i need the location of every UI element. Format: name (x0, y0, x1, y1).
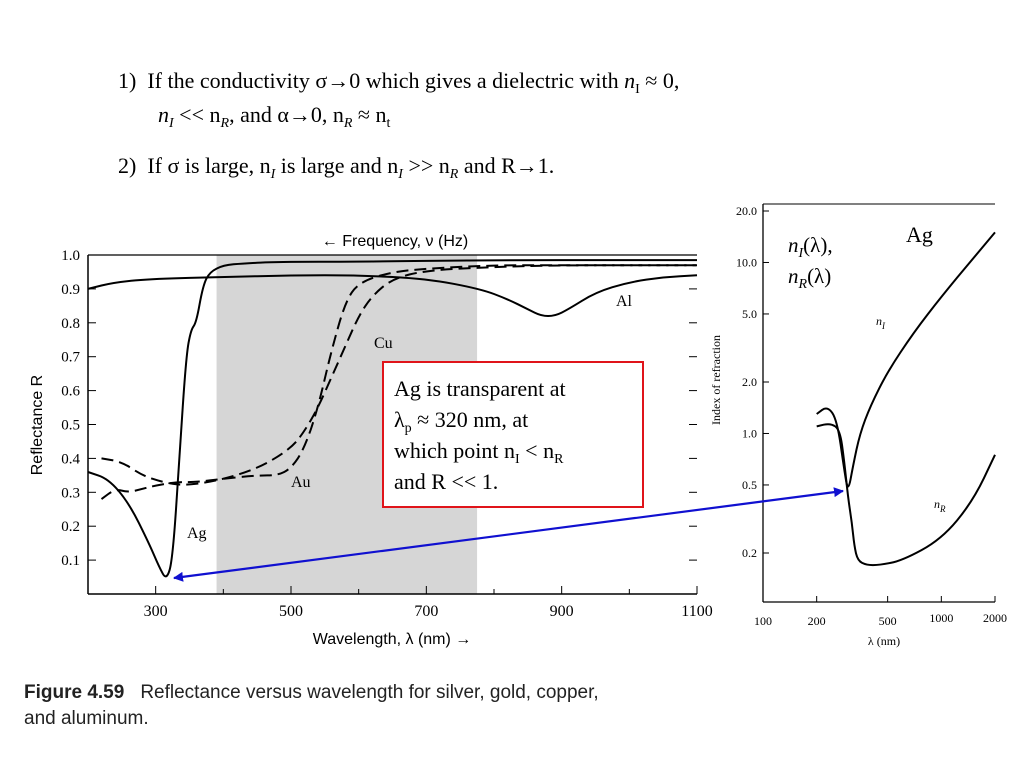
y-tick-label: 0.7 (61, 350, 80, 366)
bullet-2-text: If σ is large, n (147, 153, 271, 178)
ri-ylabel: Index of refraction (709, 335, 723, 425)
callout-lambda: λ (394, 407, 405, 432)
bullet-2-sub-c: R (449, 167, 459, 182)
y-tick-label: 0.4 (61, 451, 80, 467)
ri-annotation-ni: nI(λ), (788, 233, 833, 261)
callout-sub-i: I (515, 452, 520, 467)
ri-annotation-nr: nR(λ) (788, 264, 831, 292)
bullet-1-number: 1) (118, 68, 137, 93)
bullet-2-text2: is large and n (275, 153, 399, 178)
refraction-index-chart: 20.0 10.0 5.0 2.0 1.0 0.5 0.2 100 200 500 1000 2000… (173, 203, 1007, 648)
ri-y-tick-label: 5.0 (742, 307, 757, 321)
ri-y-tick-label: 2.0 (742, 375, 757, 389)
series-label-al: Al (616, 293, 633, 310)
bullet-1-line-2: nI << nR, and α→0, nR ≈ nt (158, 101, 391, 131)
ri-x-tick-label: 1000 (929, 611, 953, 625)
x-tick-label: 1100 (681, 603, 712, 620)
y-tick-label: 0.5 (61, 418, 80, 434)
ri-y-tick-label: 10.0 (736, 255, 757, 269)
callout-line-2: λp ≈ 320 nm, at (394, 404, 632, 436)
ri-x-tick-label: 500 (879, 614, 897, 628)
callout-line-2b: ≈ 320 nm, at (411, 407, 529, 432)
x-tick-label: 300 (144, 603, 168, 620)
y-tick-label: 0.8 (61, 316, 80, 332)
bullet-2-number: 2) (118, 153, 137, 178)
callout-sub-r: R (554, 452, 564, 467)
b1l2-c: , and α→0, n (229, 102, 344, 127)
figure-caption-text: Reflectance versus wavelength for silver… (140, 682, 599, 703)
callout-line-3a: which point n (394, 438, 515, 463)
ri-title: Ag (906, 222, 933, 247)
callout-line-1: Ag is transparent at (394, 376, 566, 401)
figure-caption-text-2: and aluminum. (24, 708, 149, 729)
series-line-cu (101, 264, 697, 486)
y-tick-label: 0.9 (61, 282, 80, 298)
b1l2-sub-c: R (343, 116, 353, 131)
b1l2-a: n (158, 102, 169, 127)
chart1-xlabel: Wavelength, λ (nm) → (313, 631, 472, 648)
callout-line-3b: < n (519, 438, 555, 463)
bullet-2-sub-a: I (270, 167, 276, 182)
y-tick-label: 0.6 (61, 384, 80, 400)
bullet-1-sub: I (635, 82, 640, 97)
figure-label: Figure 4.59 (24, 682, 125, 703)
ri-series-line-ni (816, 231, 996, 488)
y-tick-label: 0.1 (61, 553, 80, 569)
y-tick-label: 1.0 (61, 248, 80, 264)
bullet-1: 1) If the conductivity σ→0 which gives a… (118, 67, 680, 97)
ri-y-tick-label: 0.5 (742, 478, 757, 492)
bullet-2-text4: and R→1. (458, 153, 555, 178)
y-tick-label: 0.3 (61, 485, 80, 501)
ri-series-label-nr: nR (934, 497, 946, 514)
transparency-callout: Ag is transparent at λp ≈ 320 nm, at whi… (382, 361, 644, 508)
b1l2-sub-d: t (386, 116, 391, 131)
bullet-1-text-a: If the conductivity σ→0 which gives a di… (147, 68, 625, 93)
b1l2-d: ≈ n (352, 102, 387, 127)
callout-line-4: and R << 1. (394, 469, 499, 494)
ri-x-tick-label: 200 (808, 614, 826, 628)
bullet-2: 2) If σ is large, nI is large and nI >> … (118, 152, 555, 182)
chart1-title: ← Frequency, ν (Hz) (322, 233, 468, 250)
bullet-1-text-b: ≈ 0, (639, 68, 680, 93)
series-line-au (100, 264, 697, 500)
series-label-au: Au (291, 474, 311, 491)
series-line-al (87, 274, 698, 318)
ri-x-tick-label: 2000 (983, 611, 1007, 625)
x-tick-label: 900 (550, 603, 574, 620)
ri-x-tick-label: 100 (754, 614, 772, 628)
ri-series-line-nr (816, 423, 996, 567)
callout-lambda-sub: p (404, 421, 412, 436)
bullet-2-sub-b: I (398, 167, 403, 182)
x-tick-label: 500 (279, 603, 303, 620)
b1l2-sub-b: R (220, 116, 230, 131)
series-label-cu: Cu (374, 335, 393, 352)
bullet-2-text3: >> n (402, 153, 450, 178)
b1l2-sub-a: I (169, 116, 174, 131)
b1l2-b: << n (173, 102, 221, 127)
y-tick-label: 0.2 (61, 519, 80, 535)
chart1-ylabel: Reflectance R (29, 375, 46, 476)
ri-y-tick-label: 0.2 (742, 546, 757, 560)
bullet-1-n: n (624, 68, 636, 93)
ri-y-tick-label: 20.0 (736, 204, 757, 218)
series-line-ag (87, 259, 697, 578)
callout-line-3: which point nI < nR (394, 435, 632, 467)
x-tick-label: 700 (414, 603, 438, 620)
ri-xlabel: λ (nm) (868, 634, 900, 648)
ri-y-tick-label: 1.0 (742, 426, 757, 440)
plasma-wavelength-arrow (173, 487, 844, 582)
figure-caption: Figure 4.59 Reflectance versus wavelength… (24, 680, 599, 732)
ri-series-label-ni: nI (876, 314, 886, 331)
